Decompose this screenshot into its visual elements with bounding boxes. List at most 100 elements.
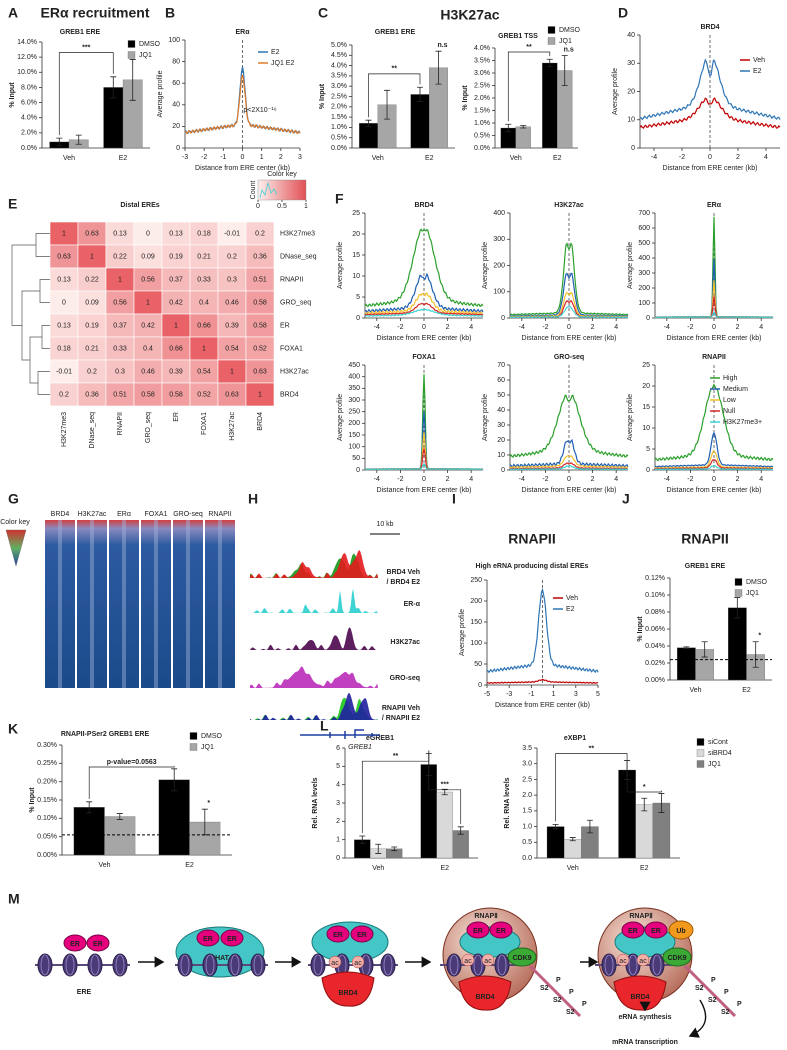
- cell-label: 0.13: [57, 322, 71, 329]
- y-axis-label: Rel. RNA levels: [504, 777, 511, 828]
- nucleosome-wrap: [449, 954, 459, 976]
- cell-label: 0.33: [113, 345, 127, 352]
- heatmap-column: [173, 520, 203, 688]
- cell-label: 0.63: [57, 253, 71, 260]
- y-tick-label: 2.0%: [474, 95, 490, 102]
- y-tick-label: 0: [176, 145, 180, 152]
- column-label: H3K27ac: [229, 412, 236, 441]
- x-tick-label: -1: [528, 691, 534, 698]
- x-tick-label: -2: [679, 154, 685, 161]
- profile-curve: [365, 463, 484, 471]
- chart-title: GRO-seq: [554, 354, 584, 361]
- brd4-label: BRD4: [475, 994, 494, 1001]
- chart-title: FOXA1: [412, 354, 435, 361]
- y-tick-label: 0: [356, 315, 360, 322]
- y-tick-label: 2: [336, 818, 340, 825]
- ctd-tail: [683, 964, 737, 1018]
- legend-label: JQ1: [139, 52, 152, 59]
- nucleosome: [250, 953, 266, 977]
- er-label: ER: [496, 928, 506, 935]
- x-tick-label: 3: [574, 691, 578, 698]
- legend-label: High: [723, 375, 738, 382]
- y-axis-label: Average profile: [627, 242, 634, 289]
- cell-label: 0.18: [197, 230, 211, 237]
- chart-title: H3K27ac: [554, 202, 584, 209]
- er: [466, 921, 490, 939]
- legend-label: Medium: [723, 386, 748, 393]
- coverage-track: [250, 666, 378, 688]
- ac-label: ac: [619, 958, 627, 965]
- column-label: GRO-seq: [173, 511, 203, 518]
- annotation: *: [207, 800, 210, 807]
- gene-label: GREB1: [348, 744, 372, 751]
- x-tick-label: -4: [519, 324, 525, 331]
- x-axis-label: Distance from ERE center (kb): [667, 335, 762, 342]
- column-label: GRO_seq: [145, 412, 152, 443]
- x-tick-label: -4: [664, 324, 670, 331]
- column-label: FOXA1: [145, 511, 168, 518]
- annotation: **: [392, 66, 398, 73]
- x-tick-label: 3: [298, 154, 302, 161]
- ac-label: ac: [464, 958, 472, 965]
- x-tick-label: -5: [484, 691, 490, 698]
- y-tick-label: 400: [493, 210, 505, 217]
- error-bar: [457, 826, 464, 835]
- dendrogram: [39, 279, 50, 303]
- chart-title: ERα: [707, 202, 722, 209]
- y-tick-label: 0.5: [522, 839, 532, 846]
- ac-label: ac: [331, 960, 339, 967]
- y-tick-label: 450: [348, 362, 360, 369]
- y-tick-label: 0.10%: [645, 592, 665, 599]
- x-tick-label: E2: [440, 865, 449, 872]
- y-tick-label: 0.04%: [645, 643, 665, 650]
- y-tick-label: 300: [348, 397, 360, 404]
- x-tick-label: E2: [425, 155, 434, 162]
- y-tick-label: 80: [172, 58, 180, 65]
- acetyl: [636, 953, 650, 967]
- y-tick-label: 0.00%: [645, 677, 665, 684]
- y-tick-label: 2.5%: [331, 93, 347, 100]
- x-tick-label: -2: [201, 154, 207, 161]
- cell-label: 1: [90, 253, 94, 260]
- bracket: [361, 750, 430, 833]
- panel-letter: I: [452, 491, 456, 507]
- x-tick-label: -2: [542, 324, 548, 331]
- x-axis-label: Distance from ERE center (kb): [377, 335, 472, 342]
- cdk9-label: CDK9: [667, 955, 686, 962]
- cell-label: 0.63: [225, 391, 239, 398]
- er-label: ER: [628, 928, 638, 935]
- y-tick-label: 20: [497, 437, 505, 444]
- heatmap-column-center: [58, 520, 62, 688]
- bracket: [428, 750, 462, 824]
- annotation: *: [758, 633, 761, 640]
- panel-heading: RNAPII: [681, 531, 728, 547]
- y-tick-label: 5: [336, 763, 340, 770]
- x-axis-label: Distance from ERE center (kb): [667, 487, 762, 494]
- y-tick-label: 0.00%: [37, 852, 57, 859]
- heatmap-column-center: [154, 520, 158, 688]
- legend-label: JQ1: [559, 38, 572, 45]
- s2-label: S2: [708, 997, 717, 1004]
- cell-label: 0: [146, 230, 150, 237]
- track-label: GRO-seq: [390, 675, 420, 682]
- y-tick-label: 2.0: [522, 792, 532, 799]
- heatmap-column-center: [122, 520, 126, 688]
- y-tick-label: 150: [348, 432, 360, 439]
- annotation: **: [589, 745, 595, 752]
- cell-label: 0.66: [197, 322, 211, 329]
- x-axis-label: Distance from ERE center (kb): [522, 487, 617, 494]
- y-tick-label: 10: [642, 425, 650, 432]
- x-tick-label: -4: [664, 476, 670, 483]
- x-tick-label: Veh: [98, 862, 110, 869]
- bar: [515, 126, 531, 149]
- cell-label: -0.01: [56, 368, 72, 375]
- cell-label: 0.33: [197, 276, 211, 283]
- bracket: [507, 51, 551, 122]
- cell-label: 1: [146, 299, 150, 306]
- cell-label: 1: [62, 230, 66, 237]
- track-label: / RNAPII E2: [382, 715, 420, 722]
- x-tick-label: 0: [241, 154, 245, 161]
- row-label: GRO_seq: [280, 299, 311, 306]
- legend-label: E2: [566, 606, 575, 613]
- x-tick-label: -4: [519, 476, 525, 483]
